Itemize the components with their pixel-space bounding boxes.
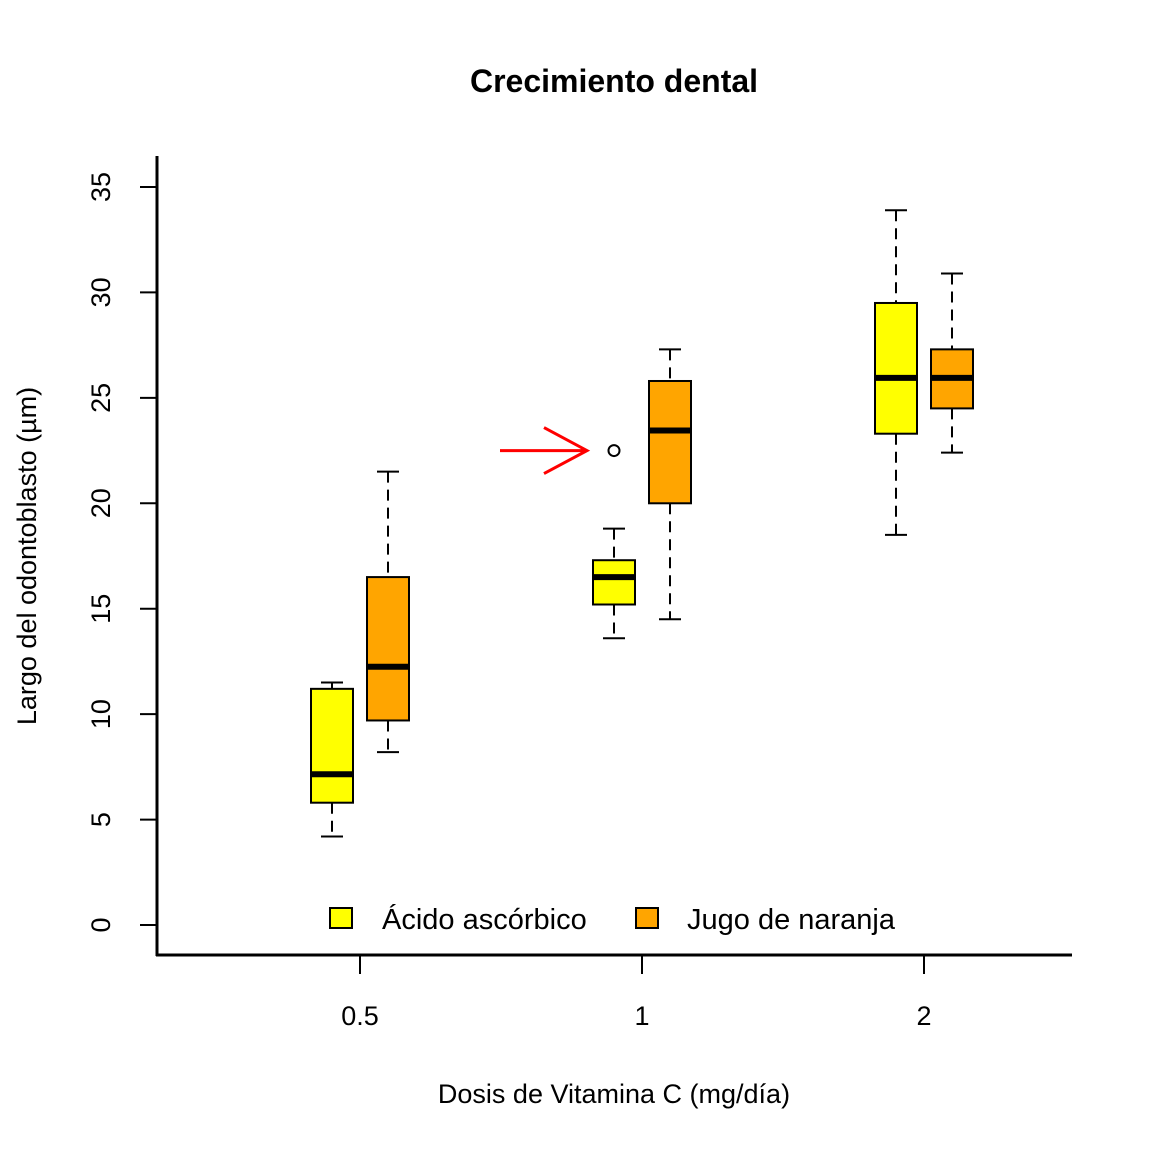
outlier-point: [607, 444, 621, 458]
x-axis-label: Dosis de Vitamina C (mg/día): [438, 1079, 790, 1109]
x-tick-label: 0.5: [341, 1001, 379, 1031]
box-group: [366, 470, 410, 754]
y-tick-label: 25: [86, 383, 116, 413]
box-group: [310, 681, 354, 838]
box-group: [592, 444, 636, 640]
y-axis-label: Largo del odontoblasto (µm): [12, 387, 42, 725]
x-axis: 0.5 1 2: [156, 953, 1072, 1031]
y-tick-label: 35: [86, 172, 116, 202]
y-tick-label: 15: [86, 594, 116, 624]
box: [874, 301, 918, 435]
x-tick-label: 1: [634, 1001, 649, 1031]
legend-label: Jugo de naranja: [687, 904, 896, 936]
chart-title: Crecimiento dental: [470, 63, 758, 99]
y-tick-label: 10: [86, 699, 116, 729]
y-axis: 0 5 10 15 20 25 30 35: [86, 156, 159, 956]
box: [648, 379, 692, 505]
annotations: [500, 426, 591, 475]
y-tick-label: 0: [86, 917, 116, 932]
box-group: [930, 272, 974, 454]
x-tick-label: 2: [916, 1001, 931, 1031]
legend-swatch: [329, 907, 353, 929]
y-tick-label: 30: [86, 277, 116, 307]
legend-label: Ácido ascórbico: [382, 903, 587, 936]
boxes: [310, 209, 974, 838]
legend-swatch: [635, 907, 659, 929]
box: [310, 687, 354, 804]
box: [366, 576, 410, 722]
box-group: [874, 209, 918, 536]
arrow-annotation: [500, 426, 591, 475]
legend: Ácido ascórbico Jugo de naranja: [329, 903, 896, 936]
box: [592, 559, 636, 606]
y-tick-label: 5: [86, 812, 116, 827]
y-tick-label: 20: [86, 488, 116, 518]
box-group: [648, 348, 692, 621]
